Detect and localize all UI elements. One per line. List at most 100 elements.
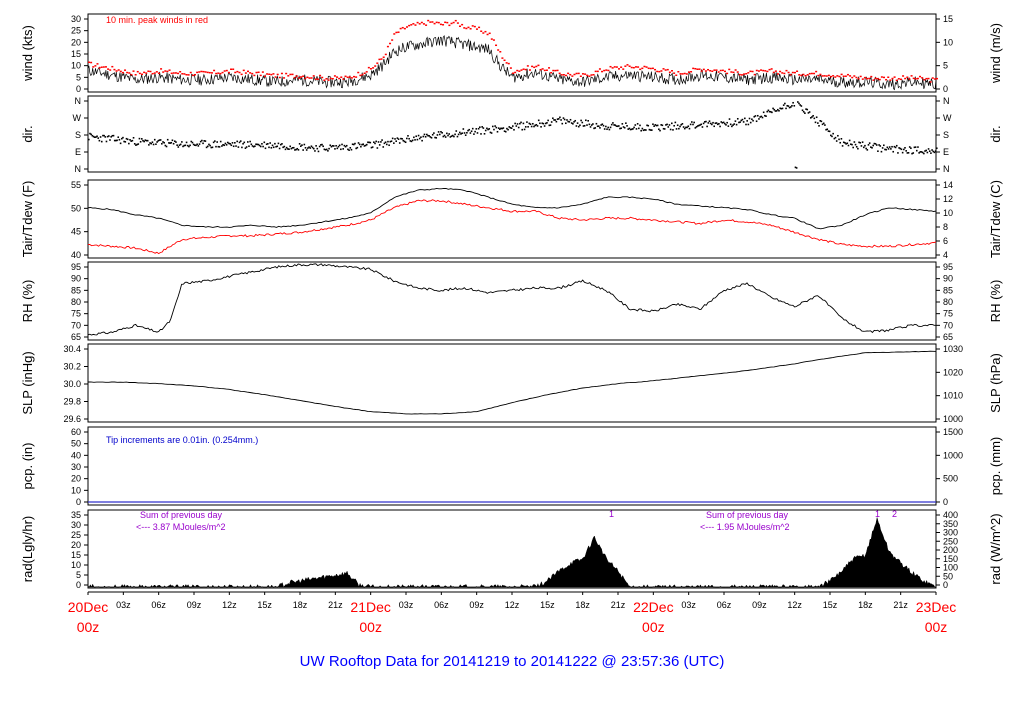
dir-point bbox=[336, 147, 339, 150]
wind-peak-point bbox=[185, 74, 188, 76]
wind-peak-point bbox=[168, 69, 171, 71]
dir-point bbox=[650, 129, 653, 131]
wind-peak-point bbox=[206, 71, 209, 74]
rad-left-tick-label: 10 bbox=[71, 560, 81, 570]
dir-point bbox=[830, 134, 832, 137]
pcp-ylabel-right: pcp. (mm) bbox=[988, 437, 1003, 496]
wind-peak-point bbox=[151, 72, 154, 75]
dir-point bbox=[464, 134, 467, 136]
dir-point bbox=[268, 146, 270, 149]
slp-left-tick-label: 30.4 bbox=[63, 344, 81, 354]
wind-peak-point bbox=[594, 70, 597, 73]
dir-point bbox=[612, 122, 614, 124]
rad-left-tick-label: 15 bbox=[71, 550, 81, 560]
dir-point bbox=[599, 127, 601, 129]
dir-point bbox=[460, 133, 462, 135]
dir-point bbox=[901, 151, 904, 154]
dir-point bbox=[510, 127, 513, 129]
wind-peak-point bbox=[825, 75, 828, 77]
dir-point bbox=[356, 146, 359, 149]
dir-point bbox=[610, 123, 613, 126]
dir-point bbox=[456, 135, 459, 138]
wind-peak-point bbox=[738, 73, 741, 76]
dir-point bbox=[377, 141, 380, 143]
dir-point bbox=[520, 121, 522, 124]
wind-peak-point bbox=[628, 65, 631, 68]
dir-point bbox=[396, 137, 399, 139]
wind-peak-point bbox=[126, 71, 129, 74]
dir-point bbox=[215, 145, 217, 148]
dir-point bbox=[229, 143, 231, 145]
dir-point bbox=[675, 128, 678, 130]
wind-peak-point bbox=[537, 64, 540, 67]
dir-point bbox=[622, 126, 625, 128]
wind-peak-point bbox=[539, 68, 542, 71]
x-minor-label: 21z bbox=[328, 600, 343, 610]
dir-point bbox=[724, 122, 726, 125]
dir-point bbox=[137, 143, 140, 145]
wind-peak-point bbox=[507, 62, 510, 65]
dir-point bbox=[768, 110, 771, 113]
dir-point bbox=[766, 110, 768, 113]
dir-point bbox=[289, 145, 291, 148]
dir-point bbox=[616, 125, 619, 128]
dir-point bbox=[325, 148, 328, 151]
dir-point bbox=[853, 141, 856, 143]
wind-peak-point bbox=[575, 72, 578, 75]
wind-peak-point bbox=[543, 69, 546, 72]
dir-point bbox=[270, 147, 273, 149]
dir-point bbox=[309, 147, 312, 149]
dir-point bbox=[222, 143, 224, 146]
wind-peak-point bbox=[615, 66, 618, 68]
dir-point bbox=[814, 121, 817, 124]
dir-point bbox=[809, 117, 812, 119]
wind-peak-point bbox=[692, 67, 695, 70]
dir-point bbox=[895, 144, 898, 147]
dir-point bbox=[360, 145, 362, 148]
dir-point bbox=[524, 126, 527, 128]
wind-peak-point bbox=[533, 66, 536, 69]
rad-note-1-line1: Sum of previous day bbox=[140, 510, 223, 520]
dir-point bbox=[925, 149, 927, 152]
dir-point bbox=[120, 137, 123, 140]
dir-point bbox=[329, 144, 332, 147]
dir-point bbox=[834, 136, 837, 139]
dir-point bbox=[99, 136, 102, 138]
dir-point bbox=[198, 143, 201, 145]
wind-peak-point bbox=[210, 72, 213, 74]
dir-point bbox=[570, 122, 573, 124]
dir-point bbox=[506, 127, 508, 130]
rad-left-tick-label: 35 bbox=[71, 510, 81, 520]
wind-peak-point bbox=[887, 76, 890, 79]
wind-peak-point bbox=[94, 65, 97, 67]
wind-peak-point bbox=[609, 65, 612, 68]
wind-peak-point bbox=[88, 61, 90, 64]
wind-peak-point bbox=[104, 66, 107, 68]
dir-point bbox=[168, 142, 170, 144]
chart-title: UW Rooftop Data for 20141219 to 20141222… bbox=[300, 653, 725, 670]
dir-point bbox=[162, 141, 164, 143]
dir-point bbox=[263, 141, 266, 144]
wind-peak-point bbox=[291, 73, 294, 76]
wind-peak-point bbox=[102, 66, 105, 68]
dir-point bbox=[764, 114, 766, 117]
wind-peak-point bbox=[649, 67, 652, 70]
dir-point bbox=[913, 146, 916, 149]
wind-peak-point bbox=[395, 31, 398, 34]
wind-peak-point bbox=[868, 77, 871, 80]
dir-point bbox=[742, 121, 745, 123]
dir-point bbox=[433, 132, 435, 134]
dir-point bbox=[153, 138, 156, 141]
x-minor-label: 09z bbox=[752, 600, 767, 610]
wind-peak-point bbox=[194, 73, 196, 76]
slp-right-tick-label: 1010 bbox=[943, 391, 963, 401]
wind-peak-point bbox=[240, 73, 243, 76]
dir-point bbox=[301, 144, 303, 146]
wind-peak-point bbox=[880, 76, 883, 78]
dir-point bbox=[642, 129, 645, 132]
dir-point bbox=[848, 139, 851, 142]
wind-peak-point bbox=[545, 69, 548, 71]
dir-point bbox=[315, 145, 317, 147]
wind-peak-point bbox=[726, 72, 729, 75]
dir-point bbox=[364, 144, 367, 147]
